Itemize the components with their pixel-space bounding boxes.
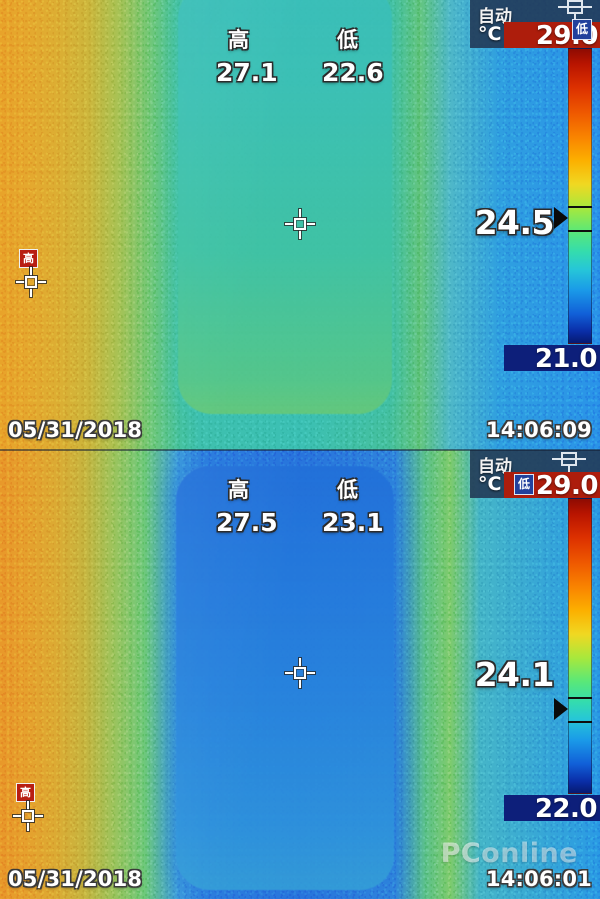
cursor-arrow-indicator-2: [554, 698, 568, 720]
high-value: 27.1: [216, 58, 278, 87]
cursor-band-top-2: [568, 697, 592, 699]
hot-reticle-box: [25, 276, 37, 288]
cursor-arrow-indicator: [554, 207, 568, 229]
hot-reticle-tick-bottom-2: [27, 822, 29, 831]
hot-spot-tag-2: 高: [16, 783, 35, 802]
reticle-tick-bottom: [299, 230, 301, 239]
watermark-suffix: online: [481, 838, 578, 869]
probe-crossbar-2: [552, 458, 586, 460]
thermal-panel-bottom: 高 27.5 低 23.1 高 自动 °C: [0, 450, 600, 899]
hot-reticle-tick-top: [30, 267, 32, 276]
mode-label-2[interactable]: 自动: [478, 457, 512, 477]
high-label-2: 高: [228, 478, 249, 502]
unit-label[interactable]: °C: [478, 23, 502, 45]
cursor-temperature-value-2: 24.1: [474, 655, 555, 694]
reticle-tick-right-2: [306, 672, 315, 674]
cursor-temperature-value: 24.5: [474, 203, 555, 242]
high-label: 高: [228, 28, 249, 52]
temperature-color-bar[interactable]: [568, 48, 592, 344]
capture-date-2: 05/31/2018: [8, 867, 143, 891]
hot-reticle-tick-top-2: [27, 801, 29, 810]
reticle-tick-right: [306, 223, 315, 225]
center-crosshair-reticle[interactable]: [285, 209, 315, 239]
unit-label-2[interactable]: °C: [478, 473, 502, 495]
thermal-panel-top: 高 27.1 低 22.6 高 自动 °C: [0, 0, 600, 450]
low-value-2: 23.1: [322, 508, 384, 537]
low-value: 22.6: [322, 58, 384, 87]
cursor-band-top: [568, 206, 592, 208]
reticle-tick-top-2: [299, 658, 301, 667]
hot-spot-reticle-2: [13, 801, 43, 831]
hot-reticle-box-2: [22, 810, 34, 822]
high-value-2: 27.5: [216, 508, 278, 537]
cursor-band-bottom: [568, 230, 592, 232]
reticle-box-2: [294, 667, 306, 679]
scale-min-box-2[interactable]: 22.0: [504, 794, 600, 824]
low-marker-badge[interactable]: 低: [572, 19, 592, 40]
center-crosshair-reticle-2[interactable]: [285, 658, 315, 688]
scale-max-value-2: 29.0: [535, 471, 599, 501]
low-label: 低: [337, 28, 358, 52]
scale-min-value-2: 22.0: [534, 794, 598, 824]
hot-spot-marker[interactable]: 高: [16, 249, 46, 297]
hot-spot-marker-2[interactable]: 高: [13, 783, 43, 831]
watermark-prefix: PC: [440, 838, 482, 869]
reticle-tick-left: [285, 223, 294, 225]
hot-reticle-tick-right-2: [34, 815, 43, 817]
scale-min-value: 21.0: [534, 344, 598, 374]
hot-spot-tag: 高: [19, 249, 38, 268]
panel-divider: [0, 449, 600, 451]
low-marker-badge-2[interactable]: 低: [514, 474, 534, 495]
probe-crossbar: [558, 6, 592, 8]
reticle-tick-left-2: [285, 672, 294, 674]
low-label-2: 低: [337, 478, 358, 502]
capture-date: 05/31/2018: [8, 418, 143, 442]
reticle-box: [294, 218, 306, 230]
hot-reticle-tick-bottom: [30, 288, 32, 297]
hot-reticle-tick-left: [16, 281, 25, 283]
hot-reticle-tick-left-2: [13, 815, 22, 817]
probe-box: [567, 0, 583, 14]
probe-box-2: [561, 452, 577, 466]
pconline-watermark: PConline: [441, 838, 578, 869]
reticle-tick-top: [299, 209, 301, 218]
capture-time: 14:06:09: [485, 418, 592, 442]
reticle-tick-bottom-2: [299, 679, 301, 688]
hot-spot-reticle: [16, 267, 46, 297]
capture-time-2: 14:06:01: [485, 867, 592, 891]
hot-reticle-tick-right: [37, 281, 46, 283]
scale-min-box[interactable]: 21.0: [504, 344, 600, 374]
temperature-color-bar-2[interactable]: [568, 498, 592, 794]
mode-label[interactable]: 自动: [478, 7, 512, 27]
cursor-band-bottom-2: [568, 721, 592, 723]
